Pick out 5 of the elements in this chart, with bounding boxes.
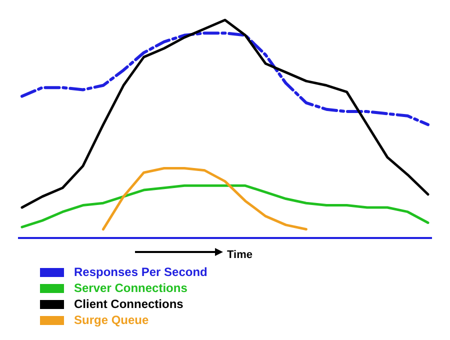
x-axis-title: Time [227, 249, 252, 261]
legend-label: Server Connections [74, 281, 188, 295]
legend-label: Client Connections [74, 297, 184, 311]
legend-label: Responses Per Second [74, 265, 208, 279]
legend-label: Surge Queue [74, 313, 149, 327]
